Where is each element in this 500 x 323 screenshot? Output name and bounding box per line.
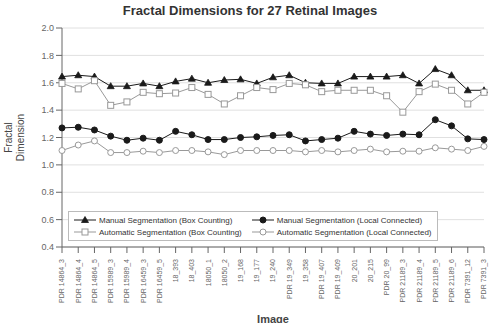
- svg-text:2.0: 2.0: [41, 23, 54, 33]
- svg-text:PDR 7391_3: PDR 7391_3: [480, 259, 488, 299]
- svg-text:Image: Image: [257, 313, 289, 323]
- svg-text:PDR 21189_3: PDR 21189_3: [399, 259, 407, 303]
- svg-text:PDR 15989_4: PDR 15989_4: [123, 259, 131, 303]
- svg-text:PDR 7391_12: PDR 7391_12: [464, 259, 472, 303]
- svg-text:19_168: 19_168: [237, 259, 245, 282]
- svg-text:PDR 21189_6: PDR 21189_6: [448, 259, 456, 303]
- svg-text:PDR 20_99: PDR 20_99: [383, 259, 391, 295]
- svg-text:1.2: 1.2: [41, 133, 54, 143]
- svg-text:PDR 15989_3: PDR 15989_3: [107, 259, 115, 303]
- svg-text:19_358: 19_358: [302, 259, 310, 282]
- svg-text:PDR 19_349: PDR 19_349: [286, 259, 294, 299]
- html-text:Manual Segmentation (Box Count: Manual Segmentation (Box Counting): [99, 215, 233, 225]
- svg-text:18050_2: 18050_2: [221, 259, 229, 286]
- svg-text:18050_1: 18050_1: [205, 259, 213, 286]
- svg-text:0.8: 0.8: [41, 187, 54, 197]
- html-text:Automatic Segmentation (Local: Automatic Segmentation (Local Connected): [276, 227, 432, 237]
- svg-text:1.6: 1.6: [41, 78, 54, 88]
- svg-text:PDR 21189_5: PDR 21189_5: [432, 259, 440, 303]
- svg-text:20_201: 20_201: [351, 259, 359, 282]
- svg-text:PDR 21189_4: PDR 21189_4: [416, 259, 424, 303]
- svg-text:1.4: 1.4: [41, 105, 54, 115]
- html-text:Fractal Dimensions for 27 Reti: Fractal Dimensions for 27 Retinal Images: [122, 3, 378, 18]
- svg-text:1.0: 1.0: [41, 160, 54, 170]
- svg-text:PDR 14864_4: PDR 14864_4: [75, 259, 83, 303]
- svg-text:1.8: 1.8: [41, 51, 54, 61]
- svg-text:18_393: 18_393: [172, 259, 180, 282]
- svg-text:18_403: 18_403: [188, 259, 196, 282]
- svg-text:19_177: 19_177: [253, 259, 261, 282]
- svg-text:FractalDimension: FractalDimension: [8, 114, 26, 161]
- svg-text:PDR 19_407: PDR 19_407: [318, 259, 326, 299]
- svg-text:PDR 16459_5: PDR 16459_5: [156, 259, 164, 303]
- svg-text:PDR 19_409: PDR 19_409: [334, 259, 342, 299]
- svg-text:PDR 16459_3: PDR 16459_3: [140, 259, 148, 303]
- svg-text:0.4: 0.4: [41, 242, 54, 252]
- svg-text:0.6: 0.6: [41, 215, 54, 225]
- svg-text:PDR 14864_3: PDR 14864_3: [58, 259, 66, 303]
- html-text:Manual Segmentation (Local Con: Manual Segmentation (Local Connected): [276, 215, 423, 225]
- svg-text:19_240: 19_240: [269, 259, 277, 282]
- svg-text:PDR 14864_5: PDR 14864_5: [91, 259, 99, 303]
- svg-text:20_215: 20_215: [367, 259, 375, 282]
- html-text:Automatic Segmentation (Box Co: Automatic Segmentation (Box Counting): [99, 227, 242, 237]
